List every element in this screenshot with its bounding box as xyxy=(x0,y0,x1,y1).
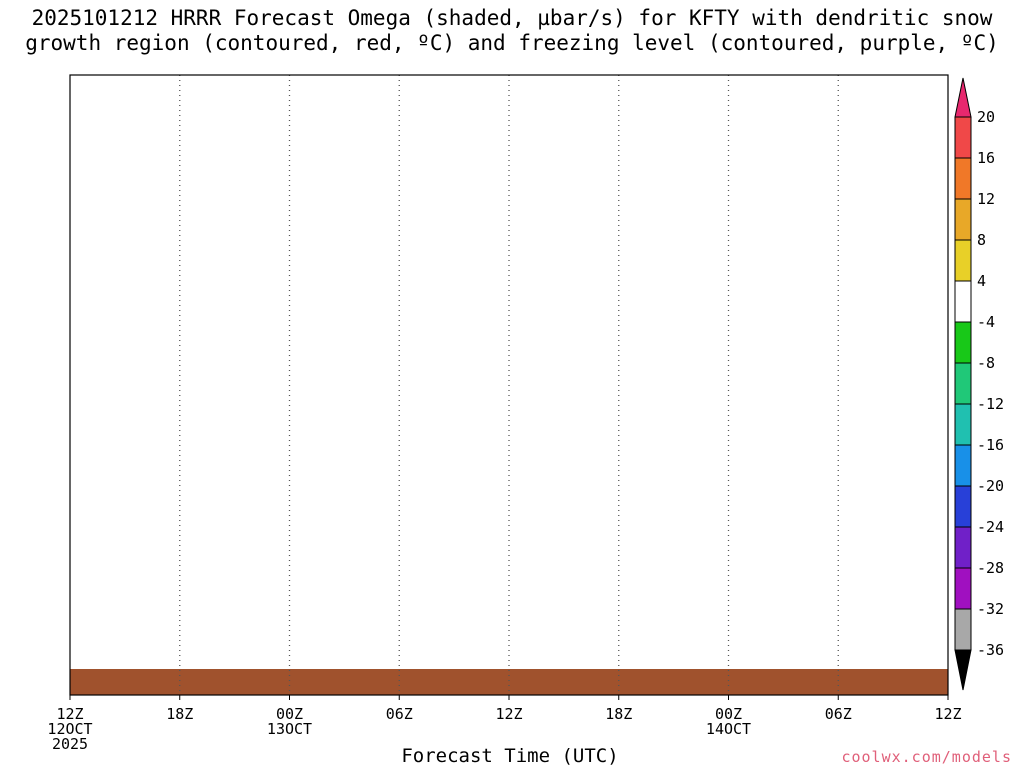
chart-title-line2: growth region (contoured, red, ºC) and f… xyxy=(25,31,999,55)
grid-lines xyxy=(179,75,839,695)
colorbar-swatch xyxy=(954,567,972,610)
x-tick-label: 00Z xyxy=(715,705,742,723)
colorbar-swatch xyxy=(954,403,972,446)
x-tick-label: 06Z xyxy=(386,705,413,723)
colorbar-swatch xyxy=(954,116,972,159)
colorbar-label: 16 xyxy=(977,149,995,167)
credit-link[interactable]: coolwx.com/models xyxy=(841,748,1012,766)
x-tick-label: 12Z xyxy=(56,705,83,723)
colorbar-swatch xyxy=(954,485,972,528)
colorbar-swatch xyxy=(954,526,972,569)
colorbar-label: 4 xyxy=(977,272,986,290)
colorbar-swatch xyxy=(954,198,972,241)
colorbar-top-arrow xyxy=(954,77,972,118)
colorbar-label: -24 xyxy=(977,518,1004,536)
colorbar-swatch xyxy=(954,239,972,282)
colorbar-swatch xyxy=(954,444,972,487)
x-tick-label: 06Z xyxy=(825,705,852,723)
x-tick-label: 14OCT xyxy=(706,720,751,738)
x-tick-label: 00Z xyxy=(276,705,303,723)
colorbar-label: 8 xyxy=(977,231,986,249)
x-tick-label: 18Z xyxy=(166,705,193,723)
colorbar-label: -12 xyxy=(977,395,1004,413)
colorbar-label: 20 xyxy=(977,108,995,126)
x-tick-label: 2025 xyxy=(52,735,88,753)
colorbar-label: -36 xyxy=(977,641,1004,659)
colorbar-swatch xyxy=(954,321,972,364)
x-tick-label: 13OCT xyxy=(267,720,312,738)
colorbar-label: -8 xyxy=(977,354,995,372)
chart-title-line1: 2025101212 HRRR Forecast Omega (shaded, … xyxy=(31,6,993,30)
x-tick-label: 12OCT xyxy=(47,720,92,738)
colorbar-bottom-arrow xyxy=(954,649,972,691)
colorbar-label: -32 xyxy=(977,600,1004,618)
x-axis-label: Forecast Time (UTC) xyxy=(401,745,619,767)
colorbar-label: -16 xyxy=(977,436,1004,454)
colorbar-label: -20 xyxy=(977,477,1004,495)
colorbar-swatch xyxy=(954,362,972,405)
colorbar-label: -4 xyxy=(977,313,995,331)
colorbar: 20 16 12 8 4 -4 -8 -12 -16 -20 -24 -28 -32 -36 xyxy=(954,77,1004,691)
ground-terrain xyxy=(70,669,948,695)
colorbar-swatch xyxy=(954,608,972,651)
x-tick-label: 18Z xyxy=(605,705,632,723)
colorbar-swatch xyxy=(954,280,972,323)
colorbar-label: 12 xyxy=(977,190,995,208)
colorbar-label: -28 xyxy=(977,559,1004,577)
x-tick-label: 12Z xyxy=(934,705,961,723)
chart-title: 2025101212 HRRR Forecast Omega (shaded, … xyxy=(0,6,1024,56)
colorbar-swatch xyxy=(954,157,972,200)
x-tick-label: 12Z xyxy=(495,705,522,723)
